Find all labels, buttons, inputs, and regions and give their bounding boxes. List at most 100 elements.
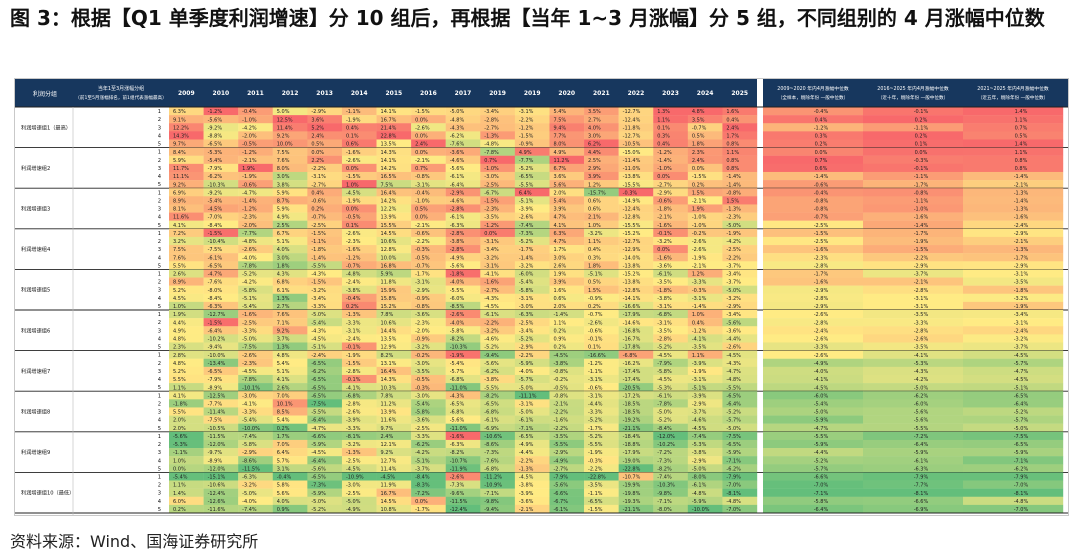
heat-cell [763,318,864,327]
heat-cell [341,318,377,327]
cell-value: -6.5% [311,377,326,383]
heat-cell [763,488,864,497]
cell-value: -4.3% [311,328,326,334]
heat-cell [549,439,585,449]
cell-value: -6.1% [450,215,465,221]
cell-value: -0.1% [346,377,361,383]
cell-value: -5.0% [726,288,741,294]
cell-value: -3.1% [346,328,361,334]
heat-cell [307,318,343,327]
cell-value: 6.2% [588,142,601,148]
cell-value: -5.0% [657,410,672,416]
heat-cell [169,464,204,473]
cell-value: -7.8% [242,263,257,269]
heat-cell [763,163,864,173]
heat-cell [341,334,377,343]
cell-value: 5.5% [173,263,186,269]
heat-cell [514,285,550,294]
heat-cell [445,269,481,278]
subgroup-index: 1 [158,109,161,115]
cell-value: -1.4% [242,198,257,204]
cell-value: 6.7% [277,231,290,237]
heat-cell [272,456,308,465]
heat-cell [169,196,204,205]
heat-cell [514,269,550,278]
cell-value: -5.7% [814,466,829,472]
heat-cell [863,107,964,116]
cell-value: -5.0% [692,466,707,472]
heat-cell [238,261,273,270]
heat-cell [584,107,619,116]
heat-cell [963,448,1064,457]
heat-cell [376,220,412,229]
heat-cell [411,423,446,432]
cell-value: -1.6% [484,280,499,286]
heat-cell [307,326,343,335]
cell-value: -3.3% [346,320,361,326]
cell-value: 5.2% [311,125,324,131]
cell-value: -7.8% [242,377,257,383]
heat-cell [307,115,343,124]
heat-cell [618,293,654,303]
heat-cell [653,318,689,327]
cell-value: -16.2% [623,361,641,367]
cell-value: 0.0% [484,231,497,237]
subgroup-index: 1 [158,474,161,480]
heat-cell [203,196,239,205]
heat-cell [618,236,654,246]
cell-value: 12.1% [381,442,397,448]
cell-value: -3.8% [692,450,707,456]
cell-value: 2.8% [173,353,186,359]
header-year-1: 2010 [213,90,230,97]
cell-value: 11.2% [553,158,569,164]
cell-value: -2.6% [588,320,603,326]
cell-value: -3.5% [692,345,707,351]
heat-cell [307,131,343,140]
heat-cell [238,399,273,408]
cell-value: -9.4% [484,353,499,359]
heat-cell [376,504,412,514]
cell-value: -6.7% [553,499,568,505]
heat-cell [653,334,689,343]
cell-value: -8.1% [346,434,361,440]
heat-cell [169,147,204,156]
heat-cell [687,261,723,270]
cell-value: 4.8% [173,361,186,367]
heat-cell [307,123,343,132]
cell-value: -1.4% [1014,174,1029,180]
heat-cell [584,123,619,132]
heat-cell [584,399,619,408]
heat-cell [376,431,412,441]
heat-cell [863,261,964,270]
cell-value: -7.7% [519,158,534,164]
heat-cell [863,115,964,124]
cell-value: 0.5% [692,134,705,140]
heat-cell [584,180,619,189]
heat-cell [763,147,864,156]
cell-value: -2.9% [242,450,257,456]
cell-value: -22.8% [588,475,606,481]
cell-value: -5.5% [311,263,326,269]
subgroup-index: 3 [158,369,161,375]
heat-cell [307,480,343,489]
cell-value: 5.2% [173,369,186,375]
cell-value: -6.8% [657,312,672,318]
cell-value: -10.6% [208,483,226,489]
heat-cell [863,318,964,327]
heat-cell [549,488,585,497]
cell-value: -3.1% [914,304,929,310]
cell-value: -2.6% [346,158,361,164]
cell-value: 15.2% [381,304,397,310]
heat-cell [169,285,204,294]
heat-cell [376,480,412,489]
heat-cell [376,115,412,124]
heat-cell [480,391,516,400]
heat-cell [203,285,239,294]
cell-value: -5.6% [208,117,223,123]
heat-cell [480,431,516,441]
heat-cell [722,123,758,132]
heat-cell [376,318,412,327]
cell-value: -3.2% [484,255,499,261]
cell-value: 1.7% [726,134,739,140]
heat-cell [411,204,446,213]
